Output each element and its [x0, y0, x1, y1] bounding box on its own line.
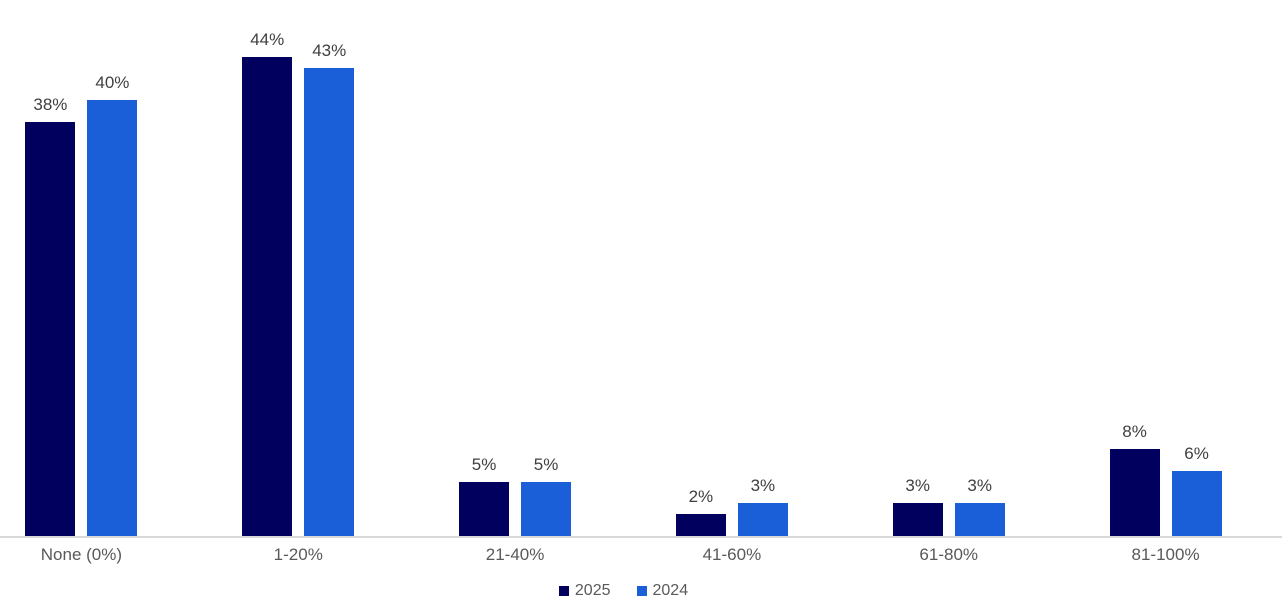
bar-group-1: 44% 43%: [190, 0, 407, 536]
bar-2025-category-4: 3%: [892, 476, 943, 536]
x-axis-category-labels: None (0%) 1-20% 21-40% 41-60% 61-80% 81-100%: [0, 545, 1274, 565]
bar-value-label: 5%: [533, 455, 559, 474]
legend-item-2024: 2024: [636, 582, 689, 600]
bar-2024-category-4: 3%: [954, 476, 1005, 536]
bar-value-label: 44%: [250, 30, 285, 49]
legend-label: 2025: [574, 582, 611, 599]
bar-group-3: 2% 3%: [623, 0, 840, 536]
category-label-2: 21-40%: [485, 545, 545, 564]
bar-value-label: 40%: [95, 73, 130, 92]
bar-2025-category-5: 8%: [1109, 422, 1160, 536]
legend-item-2025: 2025: [558, 582, 611, 600]
chart-legend: 2025 2024: [0, 582, 1274, 600]
x-axis-line: [0, 536, 1282, 538]
bar-2024-category-2: 5%: [521, 455, 572, 536]
bar-2025-category-0: 38%: [25, 95, 76, 536]
bar-2025-category-2: 5%: [459, 455, 510, 536]
legend-label: 2024: [652, 582, 689, 599]
plot-area: 38% 40% 44% 43% 5% 5% 2% 3% 3% 3% 8% 6%: [0, 0, 1274, 536]
bar-value-label: 6%: [1184, 444, 1209, 463]
category-label-5: 81-100%: [1131, 545, 1200, 564]
bar-2025-category-3: 2%: [675, 487, 726, 536]
bar-group-5: 8% 6%: [1057, 0, 1274, 536]
bar-value-label: 3%: [905, 476, 931, 495]
bar-2024-category-3: 3%: [737, 476, 788, 536]
bar-value-label: 3%: [967, 476, 993, 495]
legend-swatch-icon: [558, 586, 569, 596]
bar-group-0: 38% 40%: [0, 0, 190, 536]
category-label-0: None (0%): [40, 545, 123, 564]
bar-2024-category-1: 43%: [304, 41, 355, 536]
bar-2025-category-1: 44%: [242, 30, 293, 536]
bar-group-4: 3% 3%: [840, 0, 1057, 536]
category-label-1: 1-20%: [273, 545, 323, 564]
bar-value-label: 43%: [312, 41, 347, 60]
category-label-3: 41-60%: [702, 545, 762, 564]
bar-value-label: 5%: [471, 455, 497, 474]
bar-2024-category-5: 6%: [1171, 444, 1222, 536]
bar-value-label: 38%: [33, 95, 68, 114]
bar-value-label: 8%: [1122, 422, 1147, 441]
category-label-4: 61-80%: [919, 545, 979, 564]
bar-value-label: 3%: [750, 476, 776, 495]
legend-swatch-icon: [636, 586, 647, 596]
bar-value-label: 2%: [688, 487, 714, 506]
bar-2024-category-0: 40%: [87, 73, 138, 536]
bar-group-2: 5% 5%: [407, 0, 624, 536]
